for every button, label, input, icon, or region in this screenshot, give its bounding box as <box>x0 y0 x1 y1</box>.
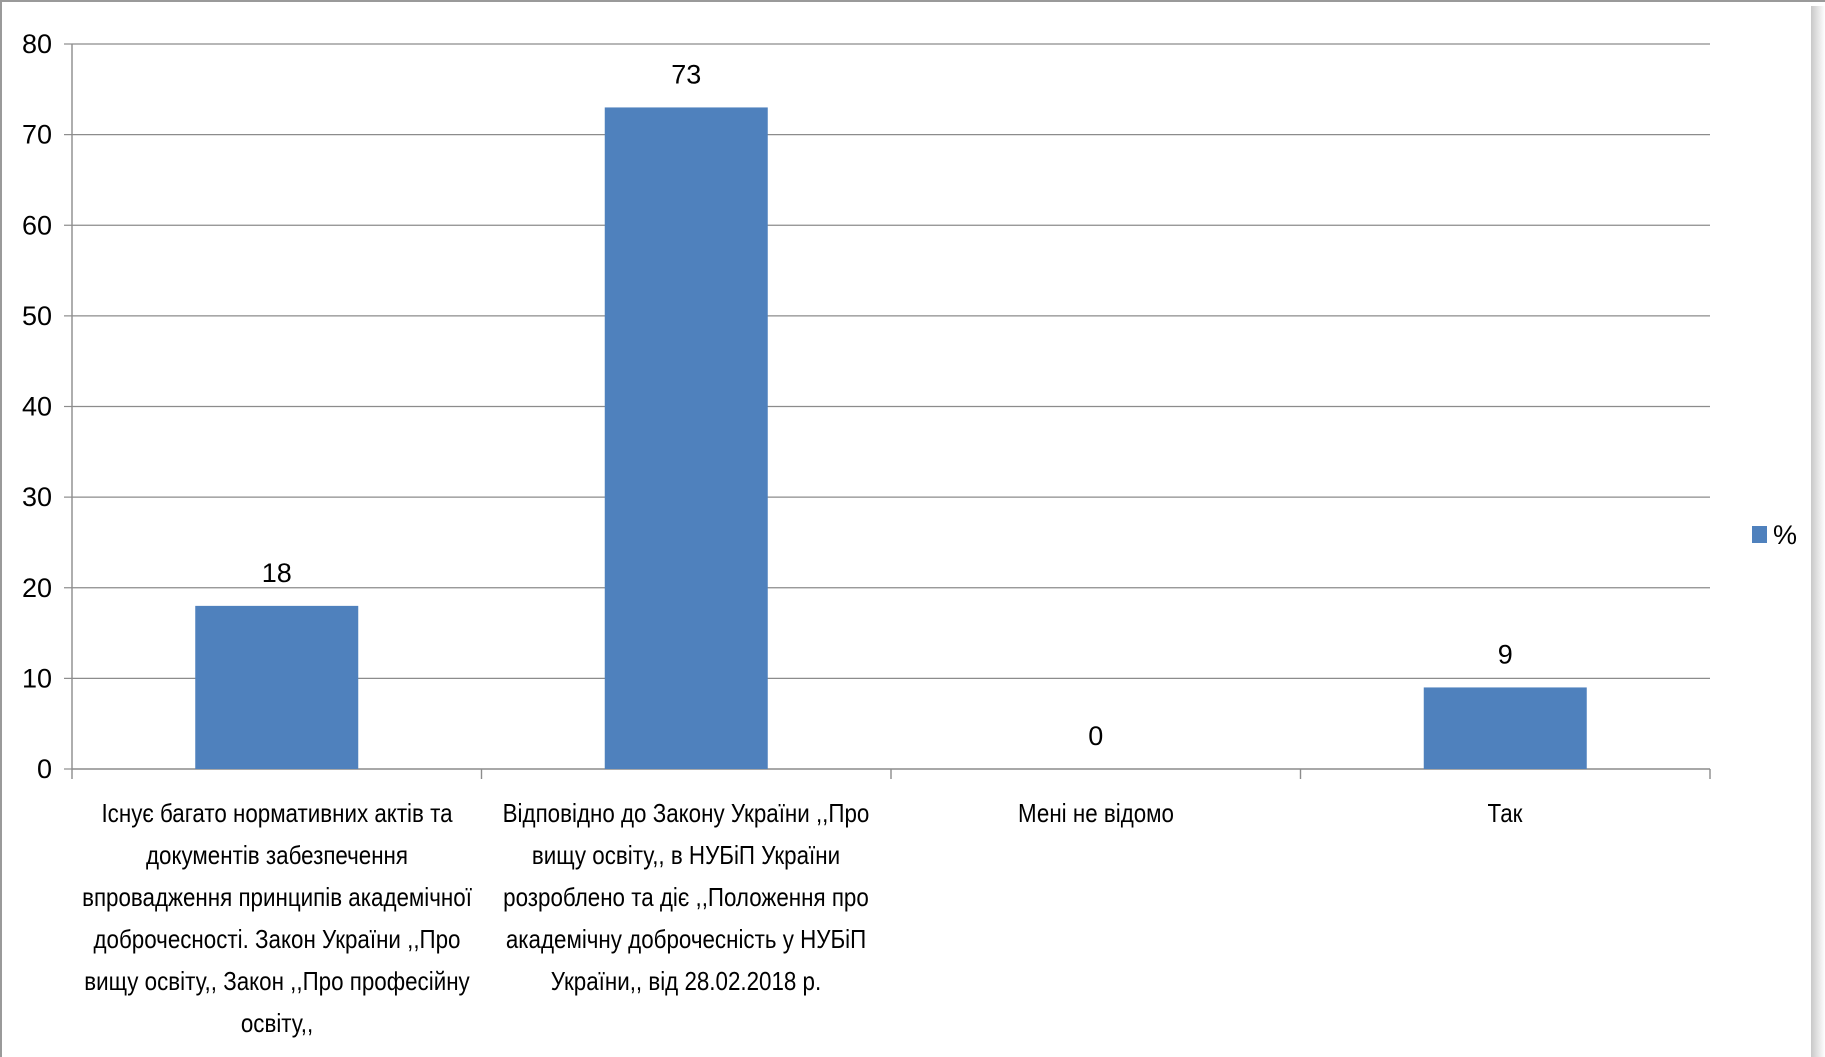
data-labels: 18 73 0 9 <box>262 59 1513 751</box>
bar-1 <box>195 605 359 769</box>
legend-label: % <box>1773 520 1797 550</box>
bars <box>195 107 1587 769</box>
x-category-label-4: Так <box>1487 798 1523 828</box>
x-category-label-3: Мені не відомо <box>1017 798 1174 828</box>
bar-2 <box>604 107 768 769</box>
y-tick-label-40: 40 <box>22 392 52 422</box>
y-tick-label-0: 0 <box>37 754 52 784</box>
data-label-1: 18 <box>262 558 292 588</box>
y-tick-label-50: 50 <box>22 301 52 331</box>
bar-4 <box>1423 687 1587 769</box>
data-label-2: 73 <box>671 59 701 89</box>
y-tick-label-60: 60 <box>22 210 52 240</box>
x-category-label-1: Існує багато нормативних актів та докуме… <box>81 798 472 1038</box>
frame-shadow <box>1811 6 1825 1057</box>
y-tick-label-20: 20 <box>22 573 52 603</box>
y-tick-label-80: 80 <box>22 29 52 59</box>
y-tick-label-30: 30 <box>22 482 52 512</box>
gridlines <box>72 43 1710 679</box>
legend-swatch <box>1752 526 1767 543</box>
x-category-label-2: Відповідно до Закону України ,,Про вищу … <box>502 798 870 996</box>
y-tick-label-10: 10 <box>22 663 52 693</box>
data-label-4: 9 <box>1498 639 1513 669</box>
data-label-3: 0 <box>1088 721 1103 751</box>
legend: % <box>1752 520 1797 550</box>
y-tick-label-70: 70 <box>22 120 52 150</box>
y-axis-tick-labels: 0 10 20 30 40 50 60 70 80 <box>22 29 52 784</box>
